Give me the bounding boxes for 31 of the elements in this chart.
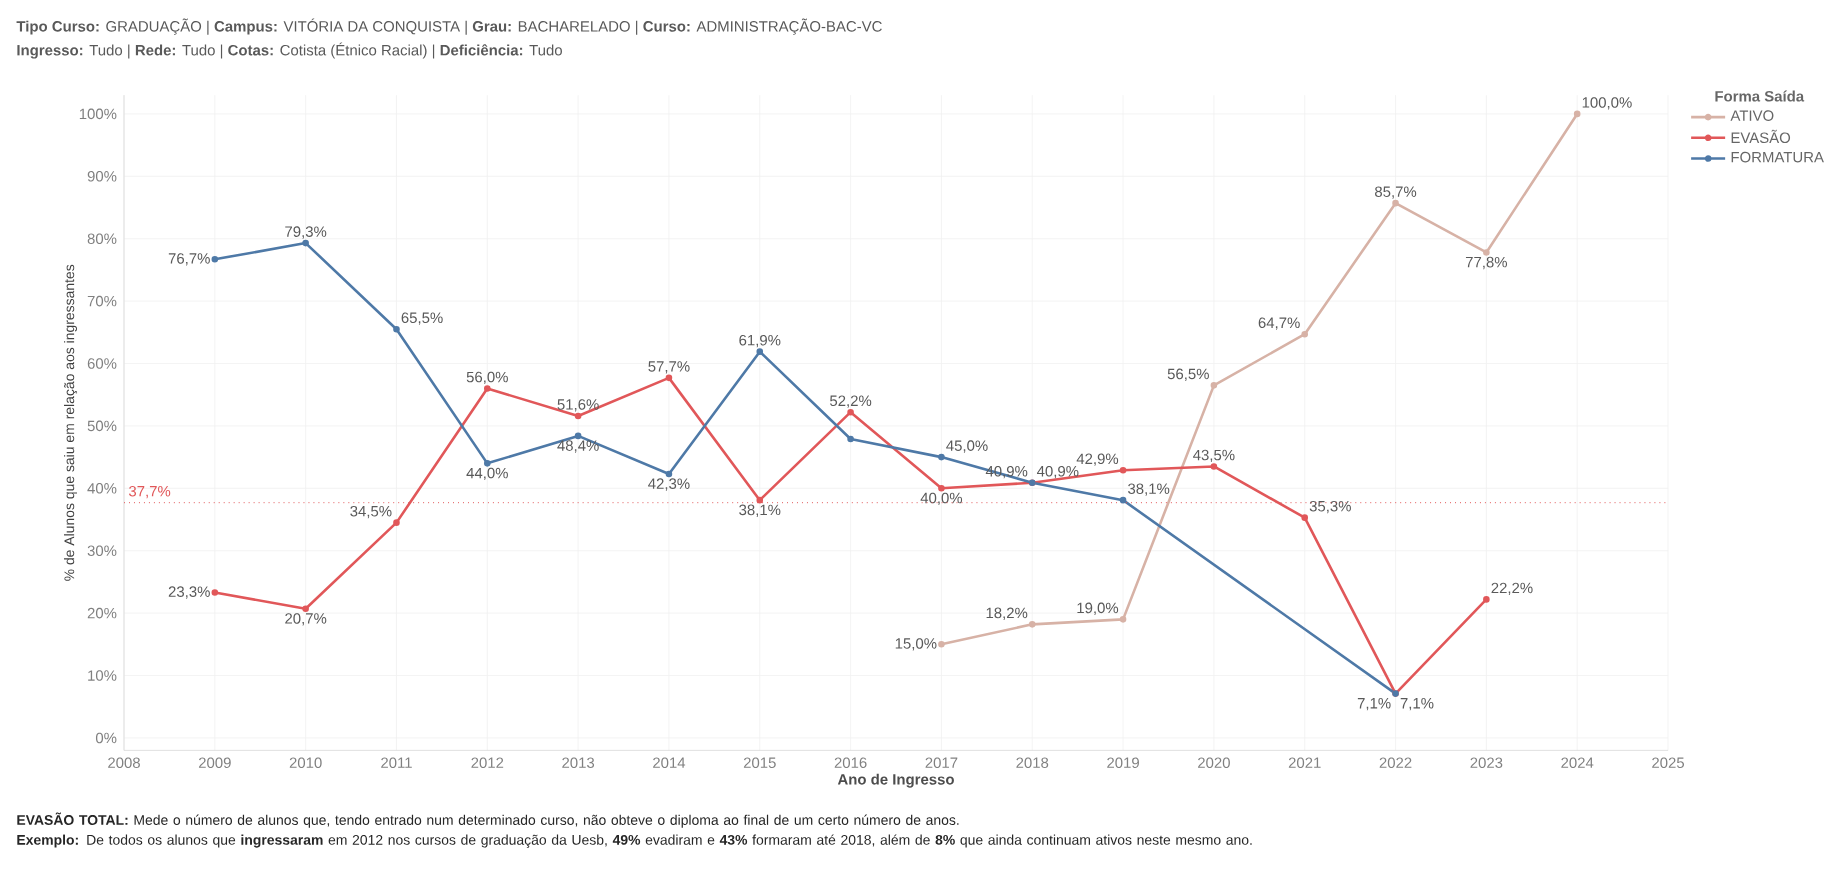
point bbox=[1301, 514, 1309, 521]
point bbox=[302, 239, 309, 247]
point bbox=[665, 470, 673, 478]
point bbox=[302, 605, 309, 613]
point bbox=[756, 348, 764, 355]
point bbox=[574, 432, 582, 440]
point bbox=[393, 325, 400, 333]
point bbox=[1119, 496, 1127, 504]
point bbox=[756, 496, 764, 504]
point bbox=[1483, 249, 1490, 256]
point bbox=[1028, 621, 1036, 628]
point bbox=[211, 589, 219, 596]
point bbox=[938, 641, 945, 648]
point bbox=[1210, 463, 1218, 470]
point bbox=[938, 485, 945, 492]
point bbox=[665, 374, 673, 382]
point bbox=[1392, 199, 1399, 207]
point bbox=[1483, 596, 1490, 603]
point bbox=[1573, 110, 1581, 118]
point bbox=[1301, 330, 1309, 338]
point bbox=[847, 408, 854, 416]
point bbox=[211, 256, 219, 263]
point bbox=[1210, 382, 1218, 389]
point bbox=[1119, 466, 1127, 474]
point bbox=[1119, 616, 1127, 623]
point bbox=[847, 435, 854, 443]
point bbox=[938, 453, 945, 461]
point bbox=[484, 460, 491, 467]
point bbox=[574, 412, 582, 420]
point bbox=[393, 519, 400, 526]
point bbox=[484, 385, 491, 392]
